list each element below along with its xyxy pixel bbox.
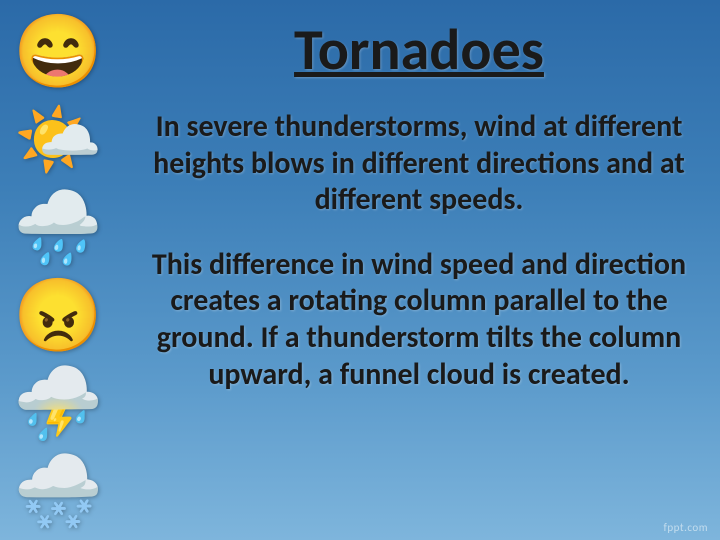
footer-credit: fppt.com xyxy=(664,521,708,534)
body-paragraph-1: In severe thunderstorms, wind at differe… xyxy=(148,109,690,219)
sun-cloud-icon: 🌤️ xyxy=(10,96,106,184)
body-paragraph-2: This difference in wind speed and direct… xyxy=(148,247,690,393)
sun-happy-icon: 😄 xyxy=(10,8,106,96)
cloud-rain-icon: 🌧️ xyxy=(10,184,106,272)
slide-title: Tornadoes xyxy=(148,14,690,85)
weather-icon-sidebar: 😄 🌤️ 🌧️ 😠 ⛈️ 🌨️ xyxy=(10,8,110,532)
cloud-angry-icon: 😠 xyxy=(10,272,106,360)
cloud-snow-icon: 🌨️ xyxy=(10,448,106,536)
cloud-thunder-icon: ⛈️ xyxy=(10,360,106,448)
slide-content: Tornadoes In severe thunderstorms, wind … xyxy=(128,0,720,393)
